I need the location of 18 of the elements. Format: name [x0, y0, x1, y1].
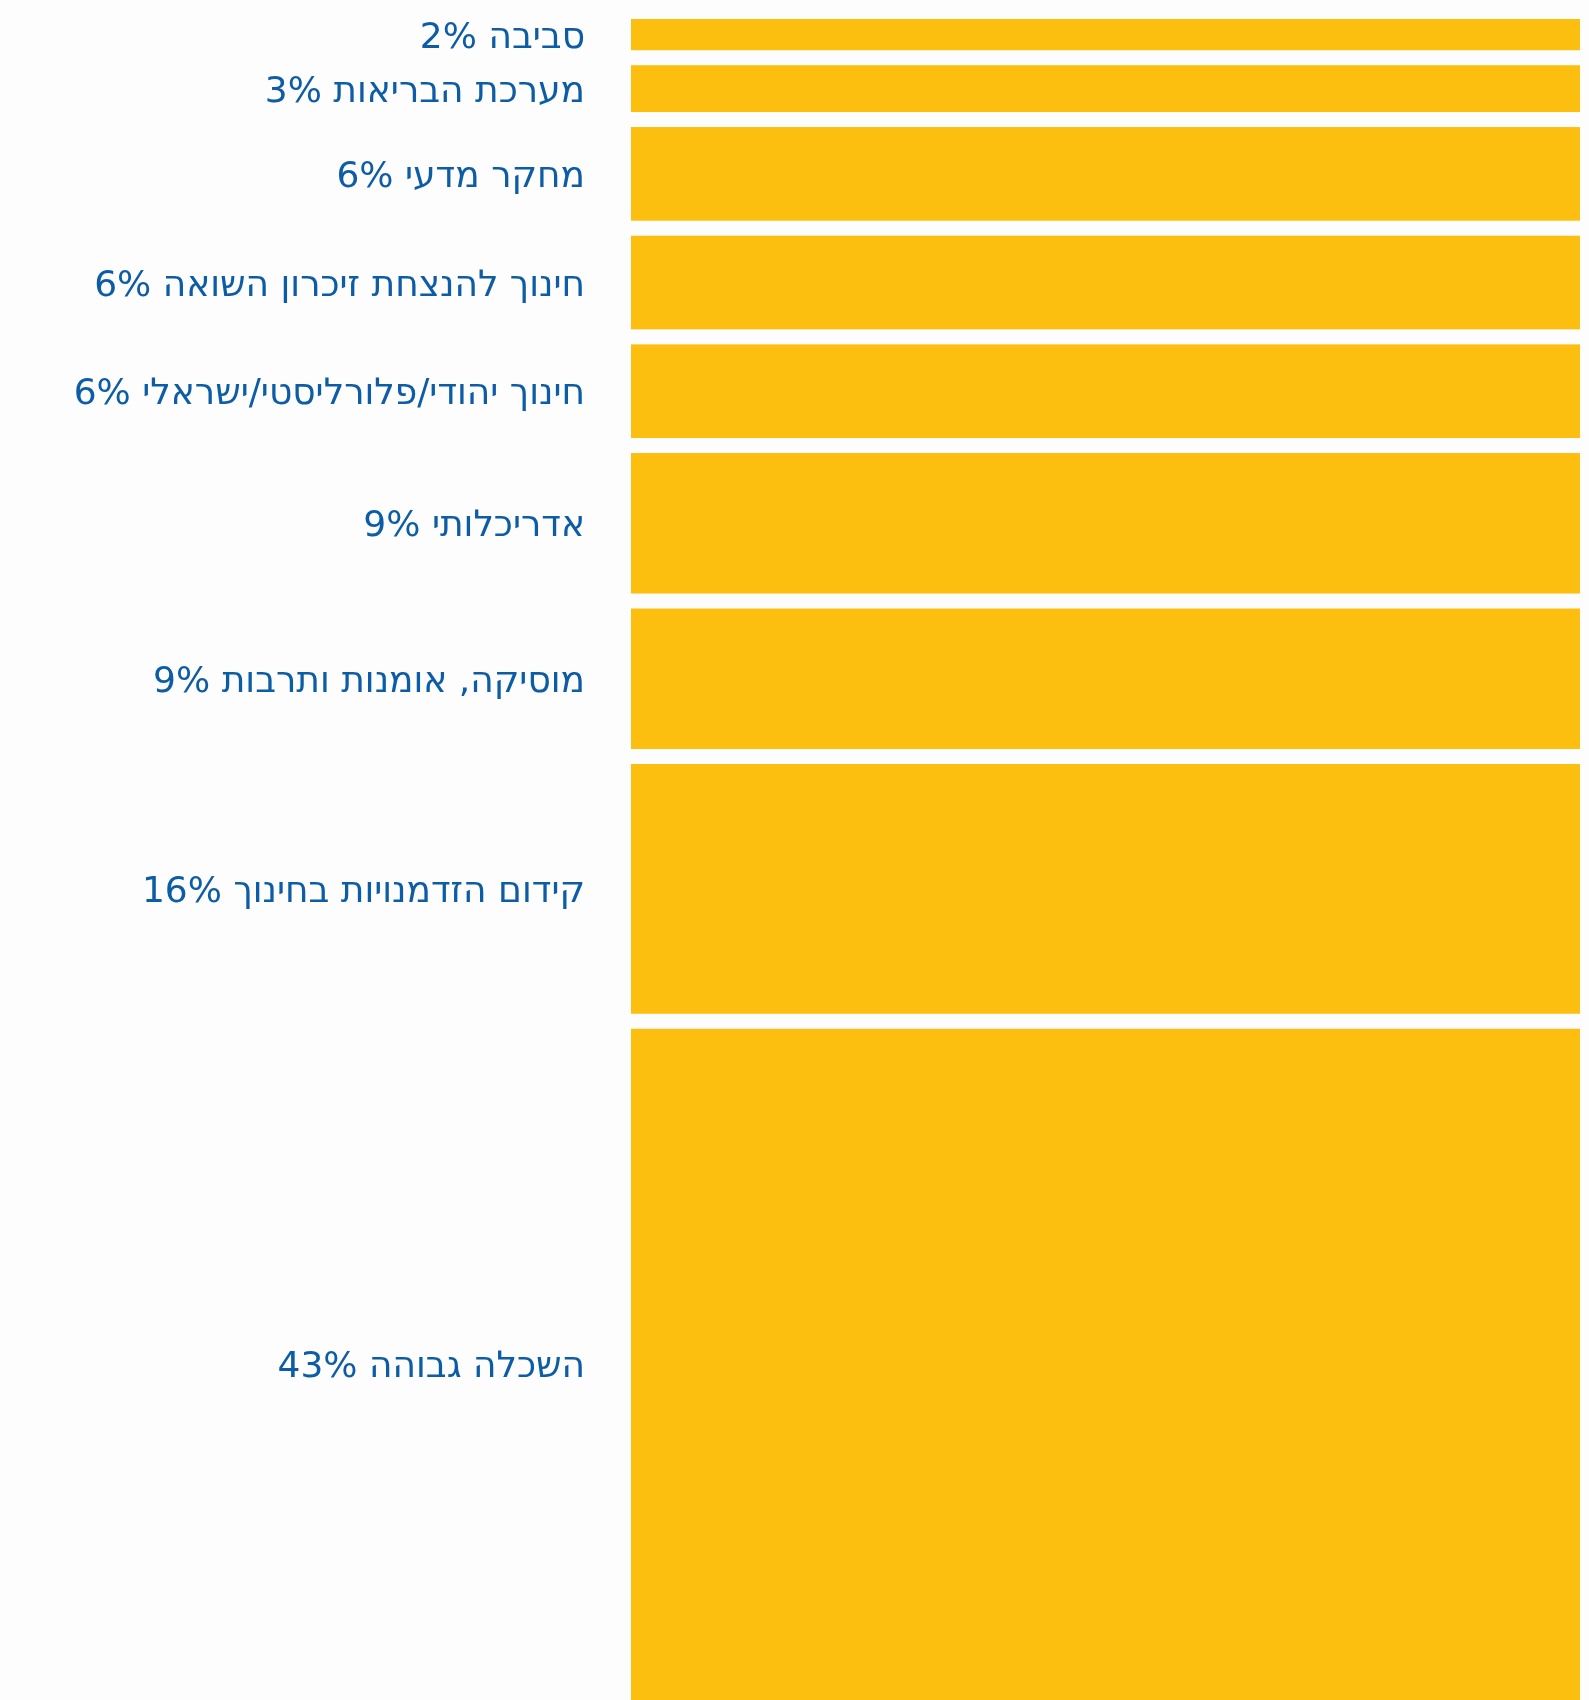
data-label: 43% — [277, 1343, 370, 1385]
category-label: חינוך להנצחת זיכרון השואה — [162, 262, 585, 304]
data-label: 9% — [153, 658, 222, 700]
data-label: 3% — [264, 68, 334, 110]
category-label: מערכת הבריאות — [333, 68, 585, 110]
data-label: 6% — [73, 370, 143, 412]
category-label: חינוך יהודי/פלורליסטי/ישראלי — [142, 370, 585, 412]
category-label: מוסיקה, אומנות ותרבות — [221, 658, 585, 700]
category-label: סביבה — [488, 14, 585, 56]
data-label: 9% — [363, 502, 432, 544]
category-label: השכלה גבוהה — [369, 1343, 585, 1385]
category-label: מחקר מדעי — [405, 153, 585, 195]
data-label: 6% — [94, 262, 163, 304]
data-label: 2% — [419, 14, 489, 56]
data-label: 16% — [141, 868, 234, 910]
category-label: אדריכלותי — [431, 502, 585, 544]
category-label: קידום הזדמנויות בחינוך — [233, 868, 585, 910]
data-label: 6% — [336, 153, 406, 195]
